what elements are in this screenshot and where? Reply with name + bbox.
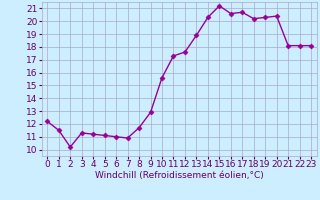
X-axis label: Windchill (Refroidissement éolien,°C): Windchill (Refroidissement éolien,°C): [95, 171, 264, 180]
